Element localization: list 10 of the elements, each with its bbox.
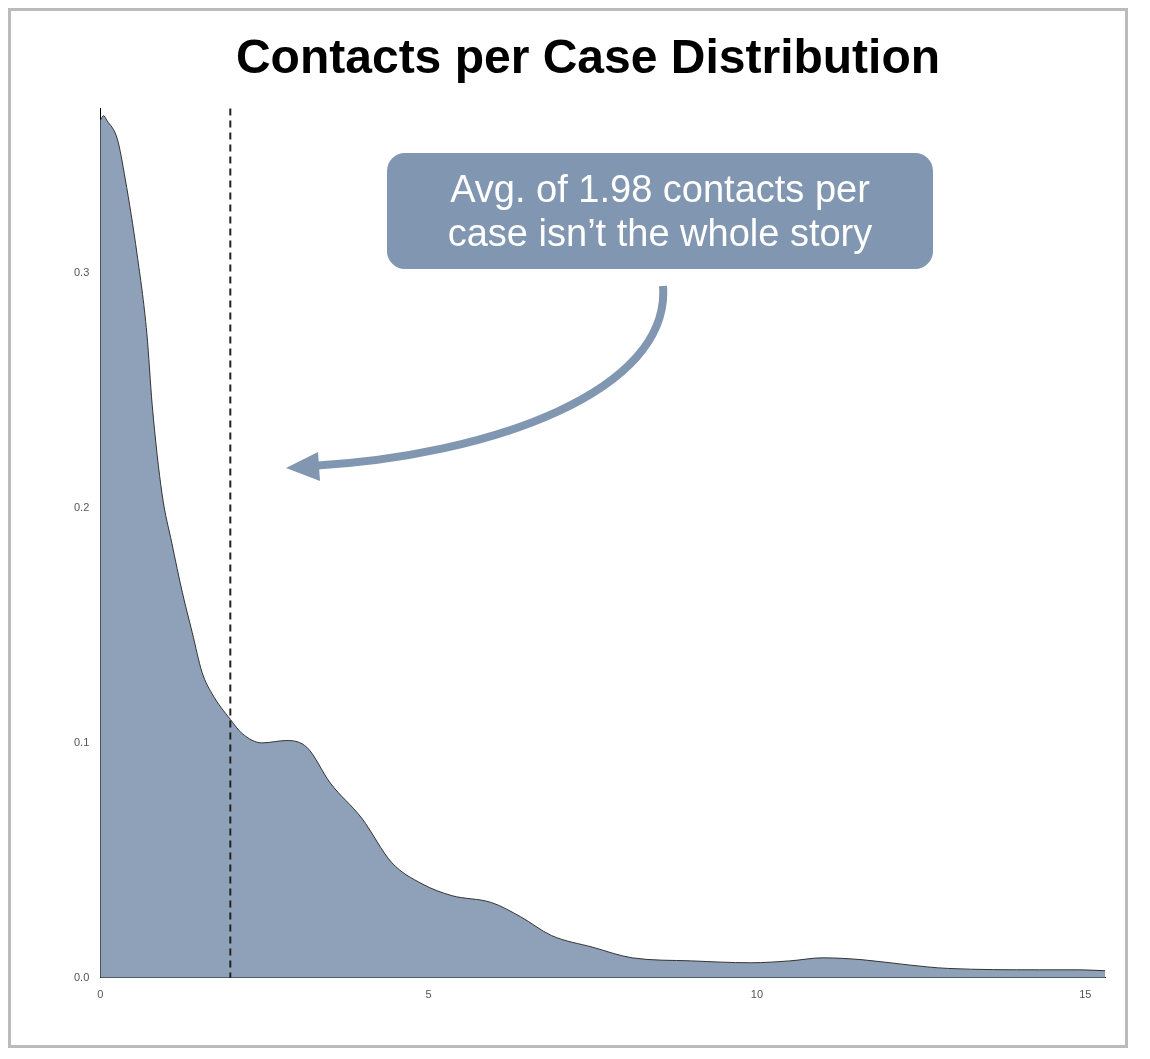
x-tick-label: 15 xyxy=(1079,988,1092,1001)
x-tick-label: 10 xyxy=(750,988,764,1001)
x-tick-label: 0 xyxy=(97,988,104,1001)
y-tick-label: 0.3 xyxy=(73,266,90,279)
chart-title: Contacts per Case Distribution xyxy=(235,30,941,84)
y-tick-label: 0.1 xyxy=(73,735,90,748)
annotation: Avg. of 1.98 contacts per case isn’t the whole story xyxy=(387,153,933,269)
y-tick-label: 0.2 xyxy=(73,500,90,513)
x-tick-label: 5 xyxy=(425,988,432,1001)
y-tick-label: 0.0 xyxy=(73,970,90,983)
